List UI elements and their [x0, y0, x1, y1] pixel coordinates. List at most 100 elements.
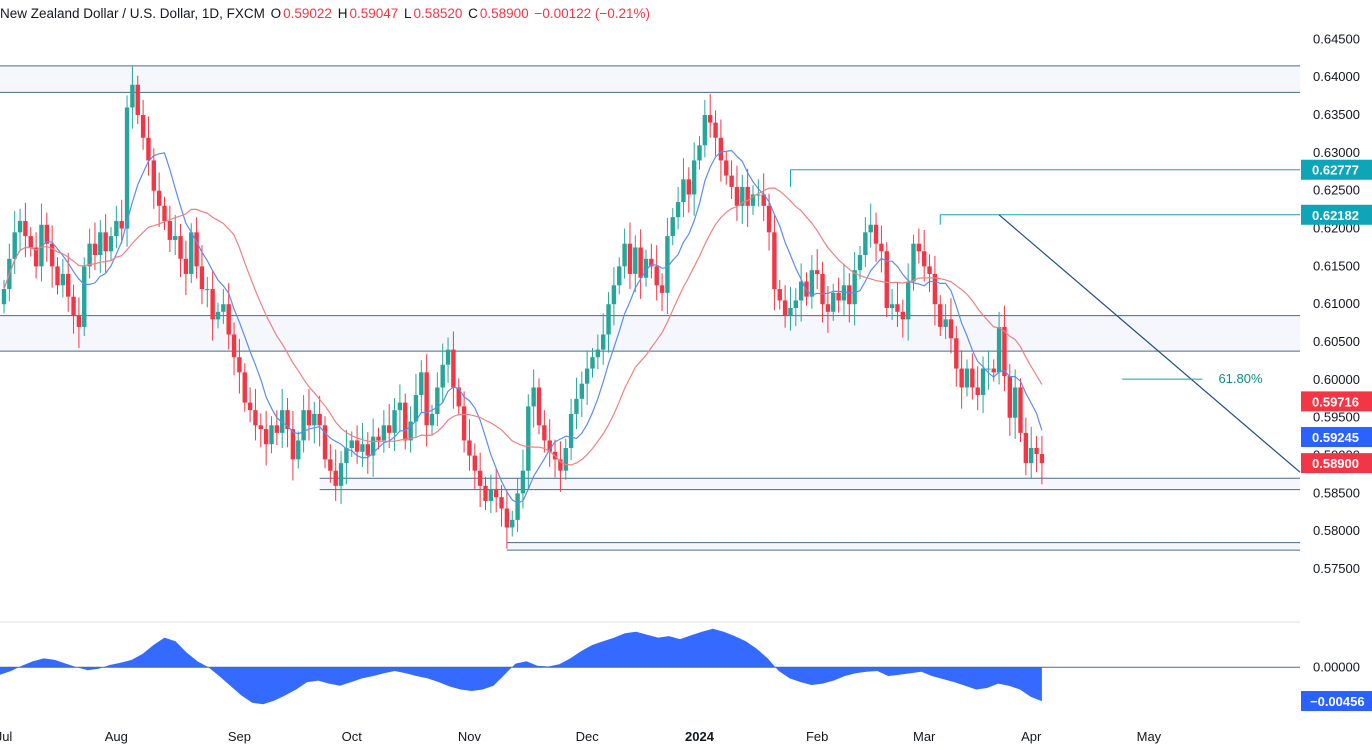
candle-body	[579, 383, 584, 399]
candle-body	[788, 308, 793, 316]
candle-body	[611, 285, 617, 305]
candle-body	[670, 217, 675, 237]
close-label: C	[468, 6, 478, 21]
candle-body	[852, 270, 857, 305]
candle-body	[617, 266, 622, 286]
candle-body	[745, 186, 750, 206]
candle-body	[531, 387, 536, 407]
candle-body	[55, 266, 60, 286]
x-axis-label: 2024	[685, 729, 715, 744]
candle-body	[23, 220, 28, 237]
candle-body	[857, 255, 863, 271]
candle-body	[643, 258, 649, 278]
candle-body	[825, 304, 831, 312]
price-badge-fast_ma	[1301, 427, 1372, 448]
candle-body	[451, 349, 456, 388]
candle-body	[338, 463, 344, 486]
symbol-title[interactable]: New Zealand Dollar / U.S. Dollar, 1D, FX…	[0, 6, 265, 21]
price-tick-label: 0.60500	[1313, 334, 1360, 349]
candle-body	[515, 493, 520, 520]
candle-body	[1002, 326, 1007, 377]
candle-body	[445, 349, 451, 365]
candle-body	[510, 519, 515, 528]
candle-body	[344, 448, 349, 464]
candle-body	[847, 285, 852, 305]
candle-body	[750, 194, 756, 206]
candle-body	[702, 115, 708, 146]
candle-body	[253, 410, 258, 426]
candle-body	[49, 243, 55, 267]
candle-body	[258, 425, 263, 430]
candle-body	[189, 232, 194, 274]
candle-body	[697, 145, 702, 161]
candle-body	[740, 186, 745, 206]
candle-body	[44, 224, 49, 244]
candle-body	[889, 304, 895, 308]
x-axis-label: Nov	[458, 729, 482, 744]
candle-body	[124, 107, 130, 229]
oscillator-value-label: −0.00456	[1310, 694, 1365, 709]
trendline[interactable]	[998, 214, 1301, 473]
price-tick-label: 0.61000	[1313, 296, 1360, 311]
price-badge-slow_ma	[1301, 391, 1372, 412]
candle-body	[734, 186, 740, 206]
candle-body	[1, 289, 7, 305]
candle-body	[140, 115, 146, 138]
candle-body	[242, 372, 247, 403]
price-badge-label: 0.59716	[1312, 394, 1359, 409]
candle-body	[199, 266, 205, 290]
candle-body	[782, 300, 788, 316]
candle-body	[568, 413, 574, 448]
candle-body	[247, 402, 253, 411]
candle-body	[595, 349, 601, 358]
candle-body	[60, 273, 66, 286]
candle-body	[263, 429, 269, 445]
oscillator-tick-label: 0.00000	[1313, 659, 1360, 674]
candle-body	[772, 232, 777, 290]
low-value: 0.58520	[413, 6, 463, 21]
candle-body	[494, 489, 499, 498]
candle-body	[178, 236, 183, 259]
candle-body	[237, 357, 242, 373]
candle-body	[280, 410, 285, 433]
candle-body	[499, 497, 504, 509]
candle-body	[1039, 454, 1045, 464]
candle-body	[542, 425, 547, 441]
high-value: 0.59047	[349, 6, 399, 21]
candle-body	[905, 281, 911, 320]
candle-body	[17, 220, 23, 233]
candle-body	[135, 84, 140, 116]
price-tick-label: 0.58000	[1313, 523, 1360, 538]
candle-body	[927, 266, 932, 274]
candle-body	[215, 311, 221, 320]
candle-body	[183, 258, 189, 274]
candle-body	[419, 372, 424, 396]
candle-body	[996, 326, 1002, 373]
price-tick-label: 0.62500	[1313, 183, 1360, 198]
candle-body	[429, 413, 435, 426]
candle-body	[761, 194, 766, 206]
fib-level-label: 61.80%	[1218, 371, 1263, 386]
candle-body	[654, 266, 659, 286]
candle-body	[349, 440, 354, 448]
candle-body	[820, 273, 825, 305]
candle-body	[1029, 448, 1034, 464]
price-tick-label: 0.59500	[1313, 410, 1360, 425]
candle-body	[456, 387, 461, 407]
candle-body	[601, 334, 606, 350]
x-axis-label: Aug	[105, 729, 128, 744]
oscillator-area	[0, 628, 1042, 705]
candle-body	[975, 387, 980, 396]
candle-body	[831, 292, 836, 312]
candle-body	[413, 395, 419, 422]
candle-body	[477, 470, 483, 486]
price-badge-cyan	[1301, 204, 1372, 225]
open-value: 0.59022	[283, 6, 332, 21]
candle-body	[959, 368, 964, 388]
candle-body	[793, 300, 798, 308]
candle-body	[290, 429, 296, 460]
candle-body	[392, 410, 397, 433]
candle-body	[370, 436, 376, 456]
candle-body	[884, 251, 889, 308]
